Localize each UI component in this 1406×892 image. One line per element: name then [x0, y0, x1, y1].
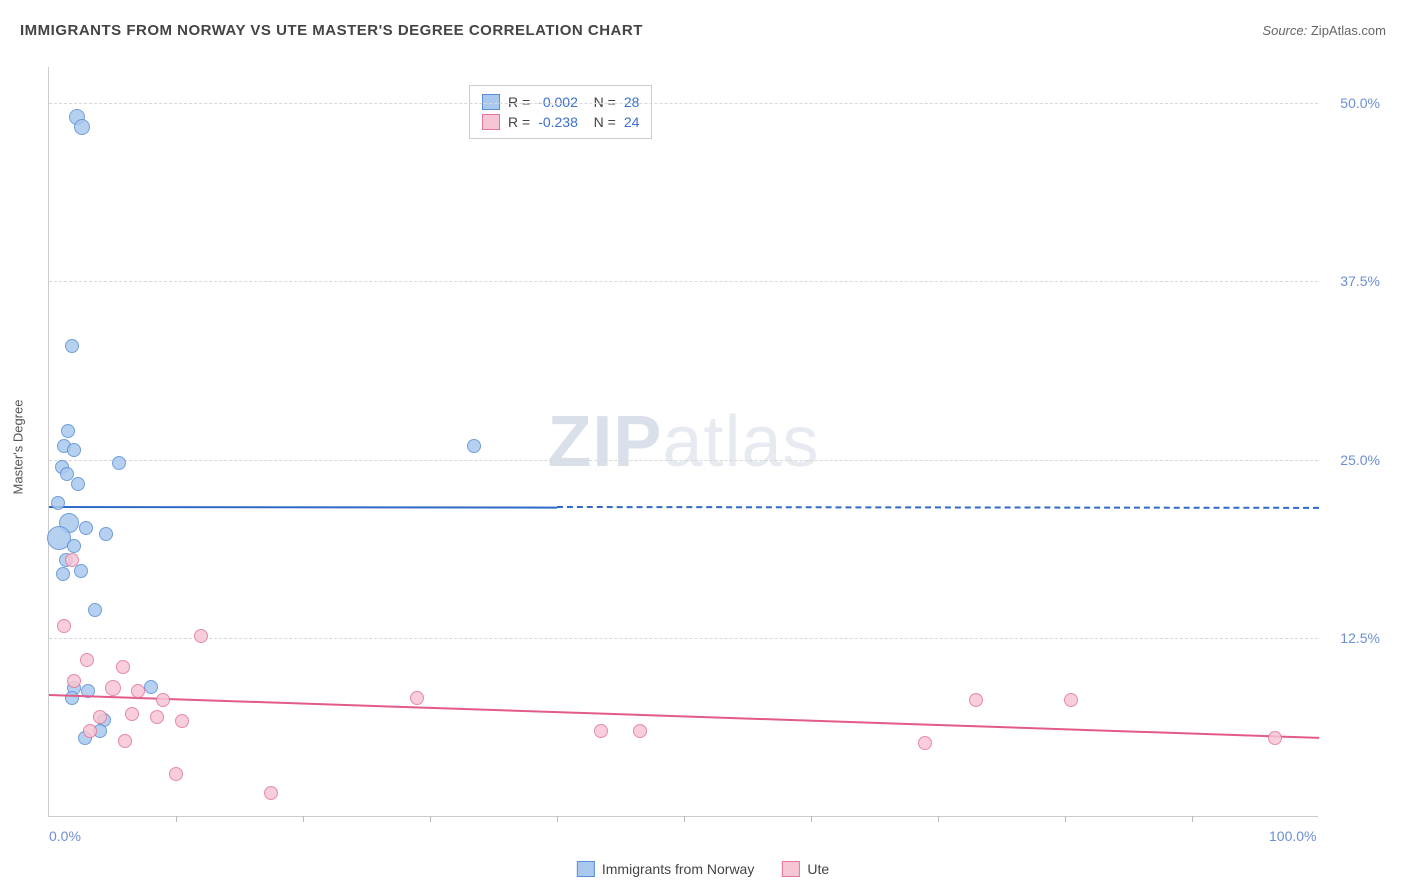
data-point	[79, 521, 93, 535]
x-tick-mark	[1065, 816, 1066, 822]
data-point	[67, 539, 81, 553]
data-point	[633, 724, 647, 738]
y-axis-label: Master's Degree	[11, 400, 26, 495]
data-point	[80, 653, 94, 667]
source: Source: ZipAtlas.com	[1262, 23, 1386, 38]
y-tick-label: 25.0%	[1340, 452, 1380, 468]
x-tick-label: 100.0%	[1269, 828, 1316, 844]
x-tick-mark	[811, 816, 812, 822]
data-point	[65, 553, 79, 567]
data-point	[88, 603, 102, 617]
data-point	[67, 674, 81, 688]
data-point	[99, 527, 113, 541]
data-point	[112, 456, 126, 470]
data-point	[67, 443, 81, 457]
source-label: Source:	[1262, 23, 1307, 38]
data-point	[57, 619, 71, 633]
legend-series: Immigrants from Norway Ute	[577, 861, 829, 877]
data-point	[594, 724, 608, 738]
data-point	[116, 660, 130, 674]
data-point	[264, 786, 278, 800]
x-tick-mark	[938, 816, 939, 822]
data-point	[125, 707, 139, 721]
y-tick-label: 50.0%	[1340, 95, 1380, 111]
legend-label: Ute	[807, 861, 829, 877]
n-value: 24	[624, 114, 640, 130]
legend-swatch	[782, 861, 800, 877]
data-point	[144, 680, 158, 694]
gridline	[49, 103, 1318, 104]
data-point	[467, 439, 481, 453]
r-prefix: R =	[508, 114, 530, 130]
n-prefix: N =	[586, 114, 616, 130]
data-point	[51, 496, 65, 510]
legend-swatch	[577, 861, 595, 877]
data-point	[175, 714, 189, 728]
r-value: -0.238	[538, 114, 578, 130]
data-point	[918, 736, 932, 750]
data-point	[71, 477, 85, 491]
data-point	[56, 567, 70, 581]
legend-item: Ute	[782, 861, 829, 877]
plot-area: ZIPatlas R = -0.002 N = 28R = -0.238 N =…	[48, 67, 1318, 817]
legend-swatch	[482, 114, 500, 130]
trend-line	[49, 694, 1319, 739]
data-point	[156, 693, 170, 707]
y-tick-label: 37.5%	[1340, 273, 1380, 289]
trend-line	[49, 506, 557, 509]
gridline	[49, 281, 1318, 282]
data-point	[74, 564, 88, 578]
trend-line	[557, 506, 1319, 509]
x-tick-mark	[303, 816, 304, 822]
chart-title: IMMIGRANTS FROM NORWAY VS UTE MASTER'S D…	[20, 22, 643, 39]
data-point	[150, 710, 164, 724]
data-point	[1268, 731, 1282, 745]
data-point	[74, 119, 90, 135]
legend-correlation-row: R = -0.238 N = 24	[482, 112, 639, 132]
legend-item: Immigrants from Norway	[577, 861, 754, 877]
data-point	[969, 693, 983, 707]
gridline	[49, 638, 1318, 639]
data-point	[118, 734, 132, 748]
chart-container: Master's Degree ZIPatlas R = -0.002 N = …	[20, 47, 1386, 847]
data-point	[83, 724, 97, 738]
gridline	[49, 460, 1318, 461]
data-point	[410, 691, 424, 705]
legend-label: Immigrants from Norway	[602, 861, 754, 877]
x-tick-mark	[1192, 816, 1193, 822]
watermark: ZIPatlas	[547, 401, 819, 483]
data-point	[61, 424, 75, 438]
data-point	[1064, 693, 1078, 707]
header: IMMIGRANTS FROM NORWAY VS UTE MASTER'S D…	[0, 0, 1406, 47]
x-tick-mark	[557, 816, 558, 822]
data-point	[105, 680, 121, 696]
data-point	[65, 339, 79, 353]
data-point	[93, 710, 107, 724]
data-point	[169, 767, 183, 781]
data-point	[194, 629, 208, 643]
legend-correlation: R = -0.002 N = 28R = -0.238 N = 24	[469, 85, 652, 139]
data-point	[131, 684, 145, 698]
x-tick-mark	[176, 816, 177, 822]
x-tick-label: 0.0%	[49, 828, 81, 844]
x-tick-mark	[430, 816, 431, 822]
data-point	[65, 691, 79, 705]
x-tick-mark	[684, 816, 685, 822]
source-value: ZipAtlas.com	[1311, 23, 1386, 38]
y-tick-label: 12.5%	[1340, 630, 1380, 646]
